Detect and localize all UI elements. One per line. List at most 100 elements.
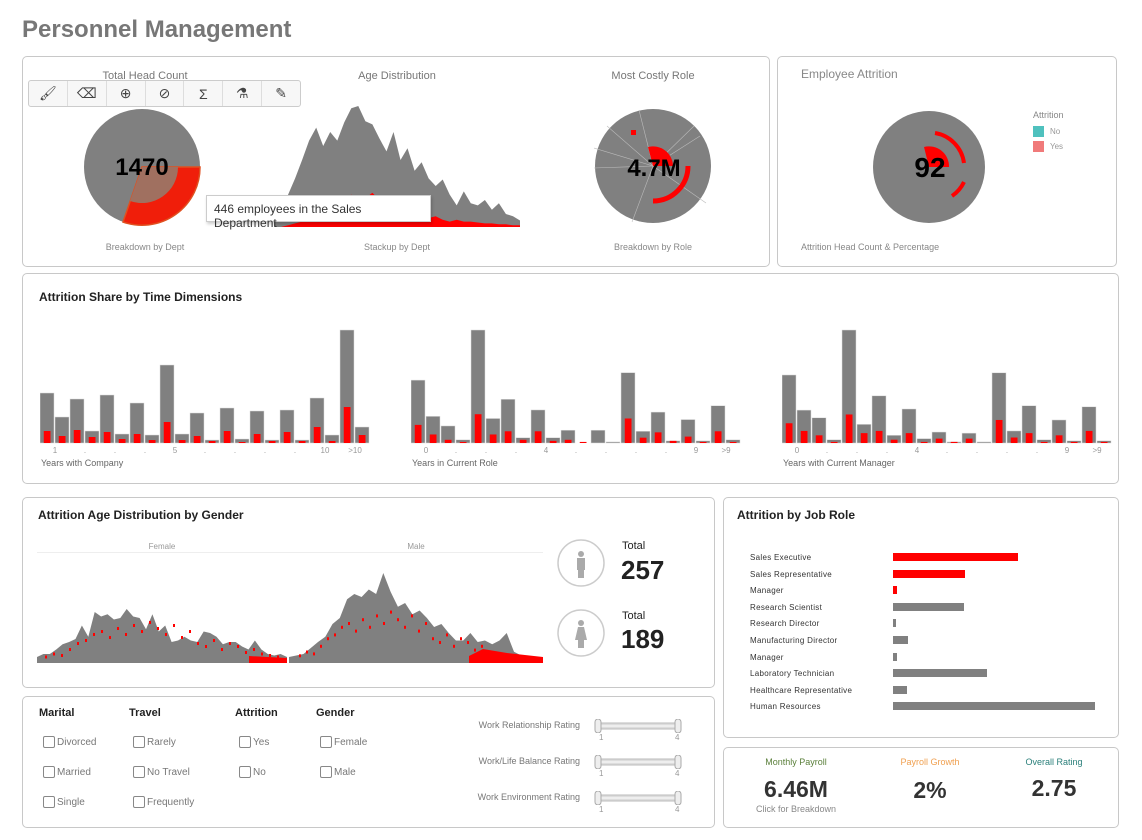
attrition-point[interactable] bbox=[93, 633, 95, 636]
attrition-point[interactable] bbox=[467, 641, 469, 644]
jobrole-bar[interactable] bbox=[893, 669, 987, 678]
bar-attrition[interactable] bbox=[88, 437, 96, 443]
bar-attrition[interactable] bbox=[328, 441, 336, 443]
bar-attrition[interactable] bbox=[193, 436, 201, 443]
male-area[interactable] bbox=[289, 573, 543, 663]
attrition-point[interactable] bbox=[376, 614, 378, 618]
bar-attrition[interactable] bbox=[73, 430, 81, 443]
attrition-point[interactable] bbox=[61, 654, 63, 657]
bar-attrition[interactable] bbox=[1085, 430, 1093, 443]
slider-max-handle[interactable] bbox=[674, 755, 682, 769]
attrition-point[interactable] bbox=[481, 644, 483, 648]
attrition-pie[interactable] bbox=[872, 110, 987, 225]
female-area[interactable] bbox=[37, 609, 287, 663]
attrition-point[interactable] bbox=[181, 636, 183, 639]
attrition-point[interactable] bbox=[277, 655, 279, 659]
bar-attrition[interactable] bbox=[1025, 433, 1033, 443]
attrition-point[interactable] bbox=[313, 652, 315, 656]
bar-attrition[interactable] bbox=[639, 437, 647, 443]
costly-role-pie[interactable] bbox=[594, 108, 714, 228]
bar-attrition[interactable] bbox=[178, 440, 186, 443]
attrition-point[interactable] bbox=[411, 614, 413, 618]
attrition-point[interactable] bbox=[77, 642, 79, 645]
checkbox-box[interactable] bbox=[239, 736, 251, 748]
pencil-icon[interactable]: ✎ bbox=[275, 85, 287, 101]
attrition-point[interactable] bbox=[362, 618, 364, 622]
bar-attrition[interactable] bbox=[549, 440, 557, 443]
attrition-point[interactable] bbox=[397, 618, 399, 622]
legend-label-yes[interactable]: Yes bbox=[1050, 142, 1064, 151]
attrition-point[interactable] bbox=[101, 630, 103, 633]
bar-attrition[interactable] bbox=[995, 419, 1003, 443]
bar-attrition[interactable] bbox=[905, 433, 913, 443]
attrition-point[interactable] bbox=[109, 636, 111, 639]
bar-attrition[interactable] bbox=[965, 438, 973, 443]
checkbox-box[interactable] bbox=[133, 766, 145, 778]
jobrole-bar[interactable] bbox=[893, 636, 908, 644]
attrition-point[interactable] bbox=[390, 610, 392, 614]
attrition-point[interactable] bbox=[299, 654, 301, 658]
checkbox-box[interactable] bbox=[320, 736, 332, 748]
checkbox-box[interactable] bbox=[320, 766, 332, 778]
brush-clear-icon[interactable]: ⌫ bbox=[68, 81, 107, 106]
attrition-point[interactable] bbox=[383, 622, 385, 625]
attrition-point[interactable] bbox=[425, 622, 427, 625]
jobrole-bar[interactable] bbox=[893, 685, 907, 694]
attrition-point[interactable] bbox=[446, 633, 448, 637]
attrition-point[interactable] bbox=[404, 625, 406, 629]
bar-attrition[interactable] bbox=[920, 441, 928, 443]
legend-label-no[interactable]: No bbox=[1050, 127, 1061, 136]
checkbox-single[interactable]: Single bbox=[43, 787, 96, 817]
attrition-point[interactable] bbox=[253, 648, 255, 651]
female-attrition-area[interactable] bbox=[249, 656, 287, 663]
bar-attrition[interactable] bbox=[669, 440, 677, 443]
checkbox-box[interactable] bbox=[133, 736, 145, 748]
checkbox-box[interactable] bbox=[43, 736, 55, 748]
checkbox-divorced[interactable]: Divorced bbox=[43, 727, 96, 757]
jobrole-bar[interactable] bbox=[893, 602, 964, 611]
years-in-current-role-chart[interactable] bbox=[411, 325, 741, 445]
attrition-point[interactable] bbox=[327, 637, 329, 641]
bar-attrition[interactable] bbox=[118, 439, 126, 443]
attrition-point[interactable] bbox=[334, 633, 336, 637]
checkbox-male[interactable]: Male bbox=[320, 757, 367, 787]
jobrole-bar[interactable] bbox=[893, 619, 896, 628]
bar-attrition[interactable] bbox=[684, 436, 692, 443]
bar-attrition[interactable] bbox=[504, 431, 512, 443]
checkbox-no-travel[interactable]: No Travel bbox=[133, 757, 194, 787]
checkbox-box[interactable] bbox=[133, 796, 145, 808]
attrition-point[interactable] bbox=[157, 627, 159, 630]
attrition-point[interactable] bbox=[432, 637, 434, 641]
bar-attrition[interactable] bbox=[714, 431, 722, 443]
bar-attrition[interactable] bbox=[208, 441, 216, 443]
bar-attrition[interactable] bbox=[444, 439, 452, 443]
payroll-breakdown-link[interactable]: Click for Breakdown bbox=[755, 804, 837, 814]
bar-attrition[interactable] bbox=[313, 427, 321, 443]
bar-attrition[interactable] bbox=[950, 441, 958, 443]
attrition-point[interactable] bbox=[439, 641, 441, 644]
bar-total[interactable] bbox=[590, 429, 606, 444]
bar-total[interactable] bbox=[605, 441, 621, 444]
jobrole-bar[interactable] bbox=[893, 569, 965, 578]
bar-attrition[interactable] bbox=[699, 441, 707, 443]
bar-attrition[interactable] bbox=[414, 424, 422, 443]
attrition-point[interactable] bbox=[306, 650, 308, 654]
payroll-value[interactable]: 6.46M bbox=[764, 776, 828, 802]
attrition-point[interactable] bbox=[213, 639, 215, 642]
attrition-point[interactable] bbox=[205, 645, 207, 648]
attrition-point[interactable] bbox=[117, 627, 119, 630]
bar-attrition[interactable] bbox=[489, 434, 497, 443]
attrition-point[interactable] bbox=[369, 625, 371, 629]
attrition-point[interactable] bbox=[460, 637, 462, 641]
bar-attrition[interactable] bbox=[1055, 435, 1063, 443]
bar-attrition[interactable] bbox=[358, 435, 366, 443]
attrition-point[interactable] bbox=[173, 624, 175, 627]
slider-min-handle[interactable] bbox=[594, 755, 602, 769]
bar-attrition[interactable] bbox=[534, 431, 542, 443]
bar-attrition[interactable] bbox=[1100, 441, 1108, 443]
bar-attrition[interactable] bbox=[729, 441, 737, 443]
attrition-point[interactable] bbox=[221, 648, 223, 651]
attrition-point[interactable] bbox=[237, 645, 239, 648]
attrition-point[interactable] bbox=[355, 629, 357, 633]
bar-attrition[interactable] bbox=[58, 436, 66, 443]
